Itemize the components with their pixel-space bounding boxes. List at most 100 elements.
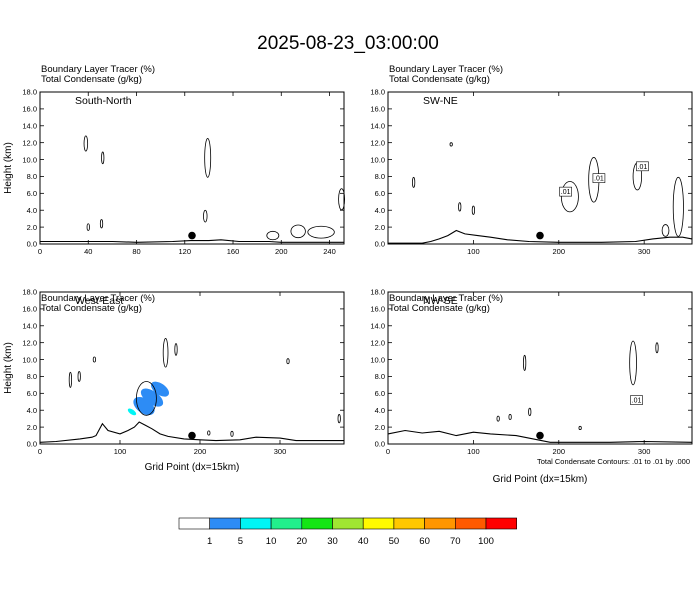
condensate-contour [286, 358, 290, 365]
contour-label-box [630, 395, 643, 405]
x-tick-label: 0 [386, 447, 390, 456]
x-tick-label: 200 [553, 447, 566, 456]
contour-label: .01 [561, 189, 571, 196]
condensate-contour [338, 188, 346, 211]
plot-frame [39, 91, 345, 245]
tracer-shading [140, 388, 164, 407]
colorbar-label: 5 [238, 536, 243, 547]
condensate-contour [92, 356, 97, 363]
condensate-contour [508, 414, 512, 420]
tracer-shading [133, 396, 155, 416]
x-tick-label: 100 [114, 447, 127, 456]
tracer-shading [150, 381, 170, 397]
y-tick-label: 18.0 [370, 288, 385, 297]
y-tick-label: 8.0 [375, 372, 385, 381]
y-tick-label: 14.0 [22, 321, 37, 330]
y-tick-label: 12.0 [22, 338, 37, 347]
condensate-contour [204, 138, 212, 178]
y-tick-label: 12.0 [22, 138, 37, 147]
y-tick-label: 16.0 [22, 105, 37, 114]
colorbar-swatch [424, 517, 456, 530]
terrain-profile [40, 239, 344, 243]
y-tick-label: 10.0 [370, 355, 385, 364]
condensate-contour [230, 430, 234, 437]
y-tick-label: 8.0 [27, 172, 37, 181]
y-tick-label: 6.0 [375, 189, 385, 198]
colorbar-label: 70 [450, 536, 461, 547]
colorbar-swatch [454, 517, 487, 530]
condensate-contour [174, 343, 178, 356]
panel-header-line2: Total Condensate (g/kg) [41, 74, 142, 85]
colorbar-label: 50 [389, 536, 400, 547]
panel-nw-se: Boundary Layer Tracer (%) Total Condensa… [370, 288, 693, 485]
x-tick-label: 200 [194, 447, 207, 456]
y-tick-label: 18.0 [22, 88, 37, 97]
condensate-contour [458, 202, 462, 212]
colorbar-label: 100 [478, 536, 494, 547]
y-tick-label: 14.0 [22, 121, 37, 130]
colorbar-swatch [270, 517, 303, 530]
tracer-shading [127, 408, 137, 416]
x-tick-label: 40 [84, 247, 92, 256]
y-tick-label: 10.0 [22, 355, 37, 364]
plot-frame [387, 91, 693, 245]
colorbar-label: 60 [419, 536, 430, 547]
colorbar-swatch [362, 517, 395, 530]
terrain-profile [388, 229, 693, 244]
y-tick-label: 0.0 [375, 440, 385, 449]
y-tick-label: 10.0 [370, 155, 385, 164]
y-tick-label: 8.0 [375, 172, 385, 181]
y-tick-label: 16.0 [370, 105, 385, 114]
y-tick-label: 2.0 [375, 423, 385, 432]
condensate-contour [162, 338, 169, 368]
panel-west-east: Boundary Layer Tracer (%) Total Condensa… [3, 288, 345, 473]
colorbar-legend: 1 5 10 20 30 40 50 60 70 100 [178, 517, 518, 547]
plot-frame [39, 291, 345, 445]
condensate-contour [672, 176, 684, 237]
colorbar-swatch [209, 517, 241, 530]
condensate-contour [290, 224, 306, 239]
panel-header-line1: Boundary Layer Tracer (%) [41, 64, 155, 75]
y-tick-label: 12.0 [370, 138, 385, 147]
panel-header-line1: Boundary Layer Tracer (%) [389, 293, 503, 304]
x-tick-label: 160 [227, 247, 240, 256]
contour-label: .01 [638, 164, 648, 171]
panel-header-line1: Boundary Layer Tracer (%) [41, 293, 155, 304]
location-marker [536, 431, 544, 440]
colorbar-swatch [332, 517, 364, 530]
condensate-contour [68, 371, 73, 388]
terrain-profile [387, 429, 693, 443]
contour-note: Total Condensate Contours: .01 to .01 by… [537, 457, 690, 466]
x-tick-label: 0 [38, 447, 42, 456]
panel-header-line2: Total Condensate (g/kg) [389, 74, 490, 85]
condensate-contour [203, 209, 208, 223]
y-tick-label: 14.0 [370, 121, 385, 130]
x-tick-label: 240 [323, 247, 336, 256]
panel-south-north: Boundary Layer Tracer (%) Total Condensa… [3, 64, 346, 256]
contour-label-box [636, 161, 649, 172]
y-tick-label: 2.0 [375, 223, 385, 232]
y-tick-label: 4.0 [27, 206, 37, 215]
x-tick-label: 200 [553, 247, 566, 256]
y-tick-label: 8.0 [27, 372, 37, 381]
colorbar-swatch [178, 517, 211, 530]
colorbar-label: 1 [207, 536, 212, 547]
panel-name: NW-SE [423, 295, 458, 307]
panel-name: South-North [75, 95, 132, 107]
panel-name: West-East [75, 295, 123, 307]
x-tick-label: 300 [274, 447, 287, 456]
colorbar-label: 40 [358, 536, 369, 547]
condensate-contour [266, 230, 280, 241]
panel-name: SW-NE [423, 95, 458, 107]
condensate-contour [523, 354, 527, 371]
condensate-contour [83, 135, 89, 152]
condensate-contour [629, 340, 637, 386]
x-tick-label: 80 [132, 247, 140, 256]
colorbar-label: 30 [327, 536, 338, 547]
colorbar-label: 10 [266, 536, 277, 547]
y-tick-label: 0.0 [27, 440, 37, 449]
panel-sw-ne: Boundary Layer Tracer (%) Total Condensa… [370, 64, 693, 256]
x-tick-label: 100 [467, 447, 480, 456]
y-tick-label: 0.0 [375, 240, 385, 249]
